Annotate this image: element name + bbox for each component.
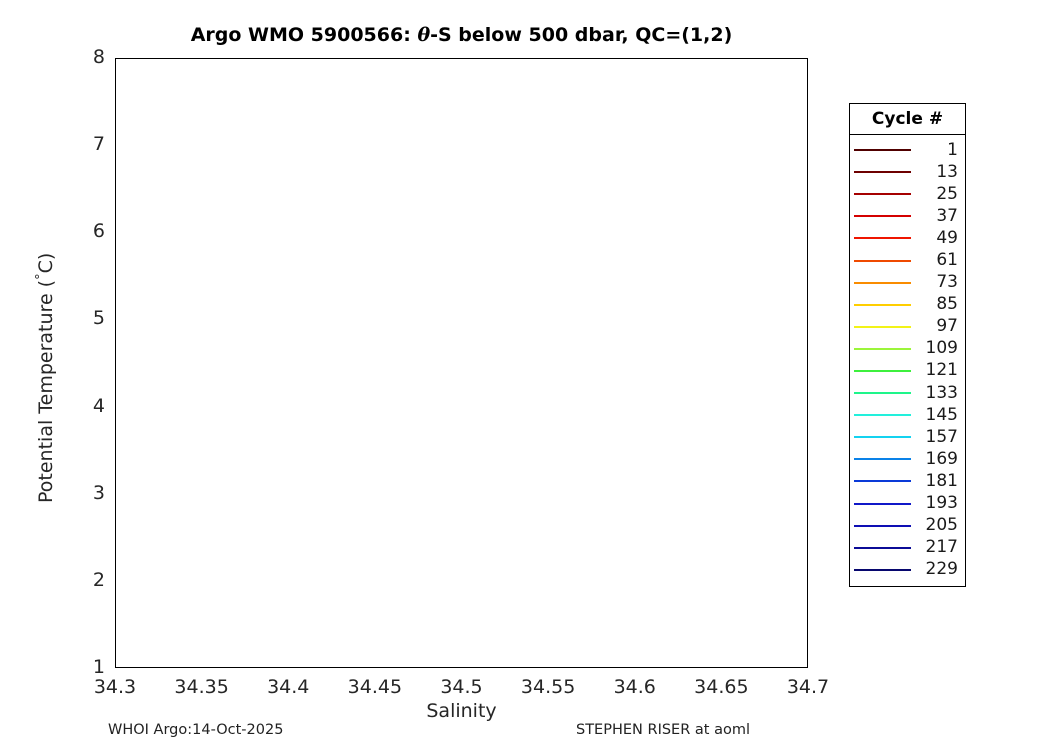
- legend-item-label: 13: [936, 161, 958, 182]
- legend-item-label: 121: [925, 360, 958, 381]
- legend-item-label: 181: [925, 470, 958, 491]
- y-tick-label: 5: [92, 307, 105, 330]
- legend-item[interactable]: 121: [850, 360, 965, 382]
- legend-color-swatch: [854, 392, 911, 395]
- legend-item[interactable]: 109: [850, 338, 965, 360]
- page-title: Argo WMO 5900566: θ-S below 500 dbar, QC…: [115, 24, 808, 46]
- legend-item[interactable]: 49: [850, 227, 965, 249]
- legend-color-swatch: [854, 281, 911, 284]
- y-tick-label: 6: [92, 220, 105, 243]
- y-tick-label: 2: [92, 568, 105, 591]
- legend-color-swatch: [854, 458, 911, 461]
- legend-item-label: 145: [925, 404, 958, 425]
- legend-item-label: 169: [925, 448, 958, 469]
- legend-color-swatch: [854, 414, 911, 417]
- legend-color-swatch: [854, 303, 911, 306]
- x-tick-label: 34.3: [93, 676, 137, 698]
- title-suffix: -S below 500 dbar, QC=(1,2): [430, 24, 733, 46]
- title-theta-symbol: θ: [417, 24, 431, 46]
- y-axis-label-main: Potential Temperature (: [35, 279, 58, 503]
- legend-color-swatch: [854, 215, 911, 218]
- legend-item-label: 1: [947, 139, 958, 160]
- legend-color-swatch: [854, 480, 911, 483]
- legend-color-swatch: [854, 171, 911, 174]
- title-prefix: Argo WMO 5900566:: [190, 24, 418, 46]
- legend-item[interactable]: 157: [850, 426, 965, 448]
- legend-item-label: 217: [925, 537, 958, 558]
- legend-item-label: 49: [936, 227, 958, 248]
- legend-item[interactable]: 133: [850, 382, 965, 404]
- legend-color-swatch: [854, 237, 911, 240]
- footer-right-text: STEPHEN RISER at aoml: [576, 722, 750, 738]
- legend-color-swatch: [854, 259, 911, 262]
- plot-axes-area: [115, 58, 808, 668]
- x-tick-label: 34.55: [520, 676, 576, 698]
- legend-color-swatch: [854, 524, 911, 527]
- legend-color-swatch: [854, 502, 911, 505]
- x-tick-label: 34.7: [786, 676, 830, 698]
- x-tick-label: 34.5: [440, 676, 483, 698]
- legend-item-label: 133: [925, 382, 958, 403]
- legend-item-label: 205: [925, 515, 958, 536]
- degree-symbol: °: [34, 273, 49, 280]
- footer-left-text: WHOI Argo:14-Oct-2025: [108, 722, 284, 738]
- legend-color-swatch: [854, 325, 911, 328]
- legend-item-label: 229: [925, 559, 958, 580]
- axes-frame: [115, 58, 808, 668]
- y-axis-label: Potential Temperature (°C): [34, 253, 57, 503]
- legend-item-label: 73: [936, 272, 958, 293]
- legend-item-label: 61: [936, 250, 958, 271]
- y-tick-label: 1: [92, 656, 105, 678]
- legend-item[interactable]: 85: [850, 294, 965, 316]
- legend-item[interactable]: 217: [850, 537, 965, 559]
- legend-color-swatch: [854, 369, 911, 372]
- y-tick-label: 8: [92, 46, 105, 68]
- y-tick-label: 7: [92, 133, 105, 156]
- legend-item[interactable]: 193: [850, 493, 965, 515]
- legend-item-label: 25: [936, 183, 958, 204]
- legend-item[interactable]: 25: [850, 183, 965, 205]
- y-axis-label-unit: C): [35, 252, 58, 274]
- legend-item-label: 109: [925, 338, 958, 359]
- legend-item-label: 85: [936, 294, 958, 315]
- x-tick-label: 34.4: [267, 676, 310, 698]
- legend-item[interactable]: 169: [850, 448, 965, 470]
- legend-item-label: 97: [936, 316, 958, 337]
- legend-item-label: 193: [925, 493, 958, 514]
- x-tick-label: 34.35: [174, 676, 229, 698]
- y-tick-label: 3: [92, 481, 105, 504]
- legend-color-swatch: [854, 568, 911, 571]
- legend-item[interactable]: 61: [850, 249, 965, 271]
- legend-box[interactable]: Cycle # 1 13 25 37 49 61 73 85 97 109 121 133 145 157…: [849, 103, 966, 587]
- legend-item-label: 37: [936, 205, 958, 226]
- legend-item[interactable]: 205: [850, 515, 965, 537]
- legend-color-swatch: [854, 193, 911, 196]
- x-tick-label: 34.45: [347, 676, 403, 698]
- legend-color-swatch: [854, 546, 911, 549]
- legend-item[interactable]: 37: [850, 205, 965, 227]
- legend-item[interactable]: 73: [850, 272, 965, 294]
- legend-items: 1 13 25 37 49 61 73 85 97 109 121 133 145 157 169 181 19…: [850, 135, 965, 586]
- x-axis-label: Salinity: [426, 700, 497, 722]
- legend-item[interactable]: 1: [850, 139, 965, 161]
- legend-item[interactable]: 13: [850, 161, 965, 183]
- x-tick-label: 34.6: [613, 676, 656, 698]
- legend-color-swatch: [854, 149, 911, 152]
- legend-item[interactable]: 97: [850, 316, 965, 338]
- legend-item-label: 157: [925, 426, 958, 447]
- legend-color-swatch: [854, 436, 911, 439]
- legend-color-swatch: [854, 347, 911, 350]
- legend-item[interactable]: 145: [850, 404, 965, 426]
- legend-item[interactable]: 229: [850, 559, 965, 581]
- legend-item[interactable]: 181: [850, 470, 965, 492]
- y-tick-label: 4: [92, 394, 105, 417]
- x-tick-label: 34.65: [694, 676, 749, 698]
- legend-title: Cycle #: [850, 104, 965, 135]
